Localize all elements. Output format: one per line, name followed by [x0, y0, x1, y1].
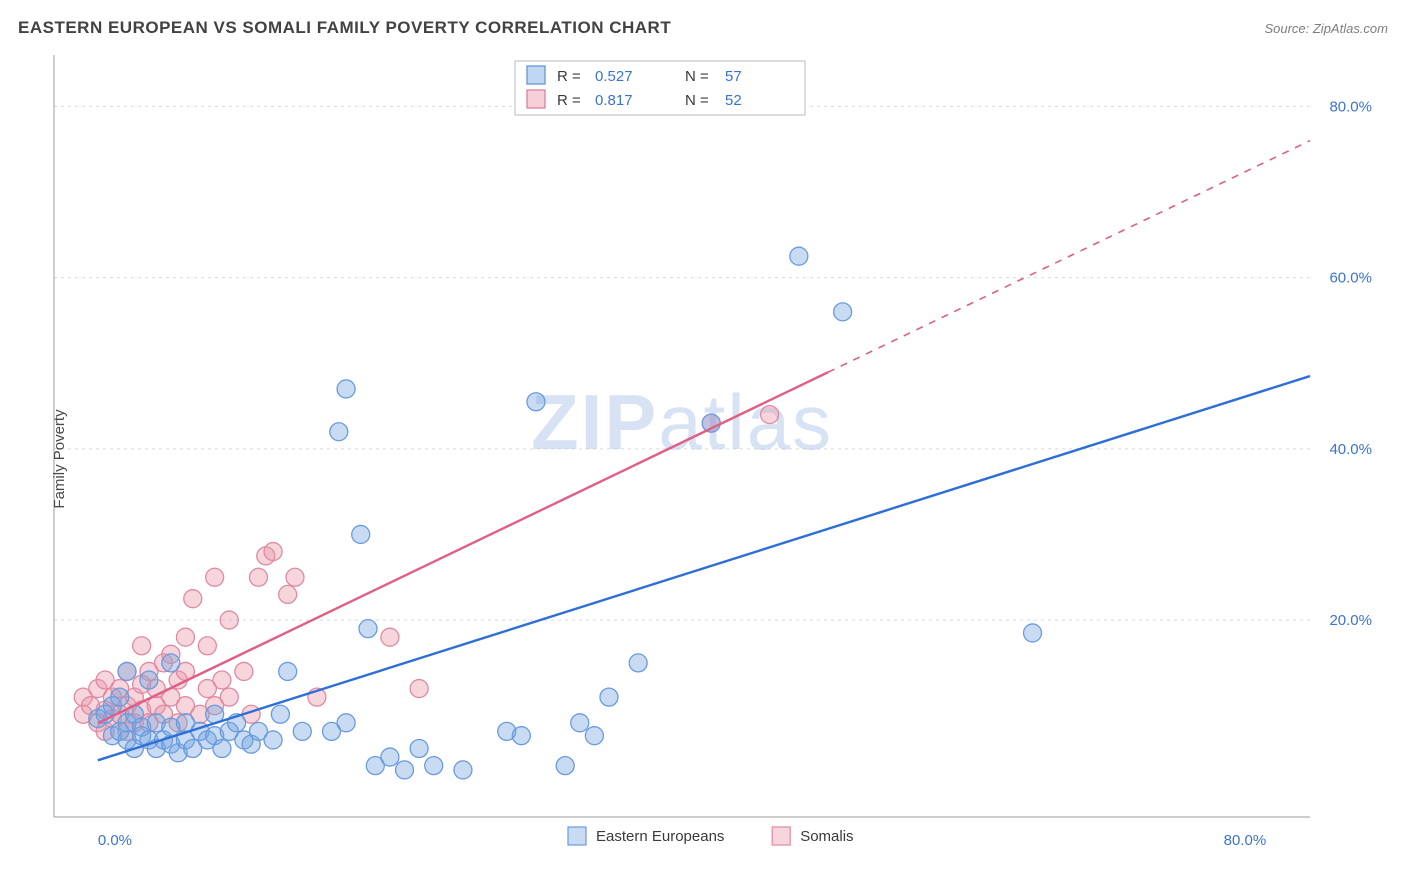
data-point [293, 722, 311, 740]
data-point [213, 740, 231, 758]
data-point [761, 406, 779, 424]
stats-swatch [527, 90, 545, 108]
trend-line [1266, 376, 1310, 390]
data-point [571, 714, 589, 732]
y-tick-label: 40.0% [1329, 441, 1372, 458]
stats-r-value: 0.817 [595, 92, 633, 109]
data-point [286, 568, 304, 586]
data-point [337, 714, 355, 732]
data-point [512, 727, 530, 745]
data-point [220, 611, 238, 629]
data-point [220, 688, 238, 706]
data-point [585, 727, 603, 745]
data-point [790, 247, 808, 265]
legend-swatch [568, 827, 586, 845]
x-tick-label: 80.0% [1224, 832, 1267, 849]
data-point [410, 680, 428, 698]
data-point [271, 705, 289, 723]
data-point [279, 585, 297, 603]
trend-line [98, 372, 828, 723]
data-point [111, 688, 129, 706]
data-point [264, 731, 282, 749]
stats-swatch [527, 66, 545, 84]
data-point [213, 671, 231, 689]
stats-n-value: 52 [725, 92, 742, 109]
data-point [176, 628, 194, 646]
data-point [381, 748, 399, 766]
y-axis-label: Family Poverty [51, 409, 68, 508]
chart-area: Family Poverty ZIPatlas20.0%40.0%60.0%80… [48, 55, 1388, 863]
data-point [184, 590, 202, 608]
chart-title: EASTERN EUROPEAN VS SOMALI FAMILY POVERT… [18, 18, 671, 38]
data-point [118, 662, 136, 680]
data-point [381, 628, 399, 646]
stats-n-value: 57 [725, 68, 742, 85]
data-point [162, 654, 180, 672]
data-point [359, 620, 377, 638]
data-point [206, 568, 224, 586]
source-attribution: Source: ZipAtlas.com [1264, 21, 1388, 36]
legend-label: Eastern Europeans [596, 828, 724, 845]
data-point [352, 525, 370, 543]
data-point [133, 637, 151, 655]
source-value: ZipAtlas.com [1313, 21, 1388, 36]
legend-label: Somalis [800, 828, 853, 845]
data-point [600, 688, 618, 706]
stats-r-label: R = [557, 68, 581, 85]
data-point [454, 761, 472, 779]
y-tick-label: 60.0% [1329, 270, 1372, 287]
data-point [264, 543, 282, 561]
data-point [629, 654, 647, 672]
source-label: Source: [1264, 21, 1312, 36]
data-point [1024, 624, 1042, 642]
y-tick-label: 20.0% [1329, 612, 1372, 629]
data-point [337, 380, 355, 398]
stats-r-label: R = [557, 92, 581, 109]
data-point [279, 662, 297, 680]
data-point [527, 393, 545, 411]
data-point [410, 740, 428, 758]
data-point [330, 423, 348, 441]
trend-line-dashed [828, 141, 1310, 373]
scatter-chart: ZIPatlas20.0%40.0%60.0%80.0%0.0%80.0%R =… [48, 55, 1388, 863]
data-point [140, 671, 158, 689]
data-point [249, 568, 267, 586]
data-point [235, 662, 253, 680]
data-point [198, 637, 216, 655]
stats-n-label: N = [685, 68, 709, 85]
data-point [396, 761, 414, 779]
legend-swatch [772, 827, 790, 845]
data-point [556, 757, 574, 775]
stats-r-value: 0.527 [595, 68, 633, 85]
data-point [834, 303, 852, 321]
data-point [425, 757, 443, 775]
x-tick-label: 0.0% [98, 832, 132, 849]
y-tick-label: 80.0% [1329, 98, 1372, 115]
stats-n-label: N = [685, 92, 709, 109]
